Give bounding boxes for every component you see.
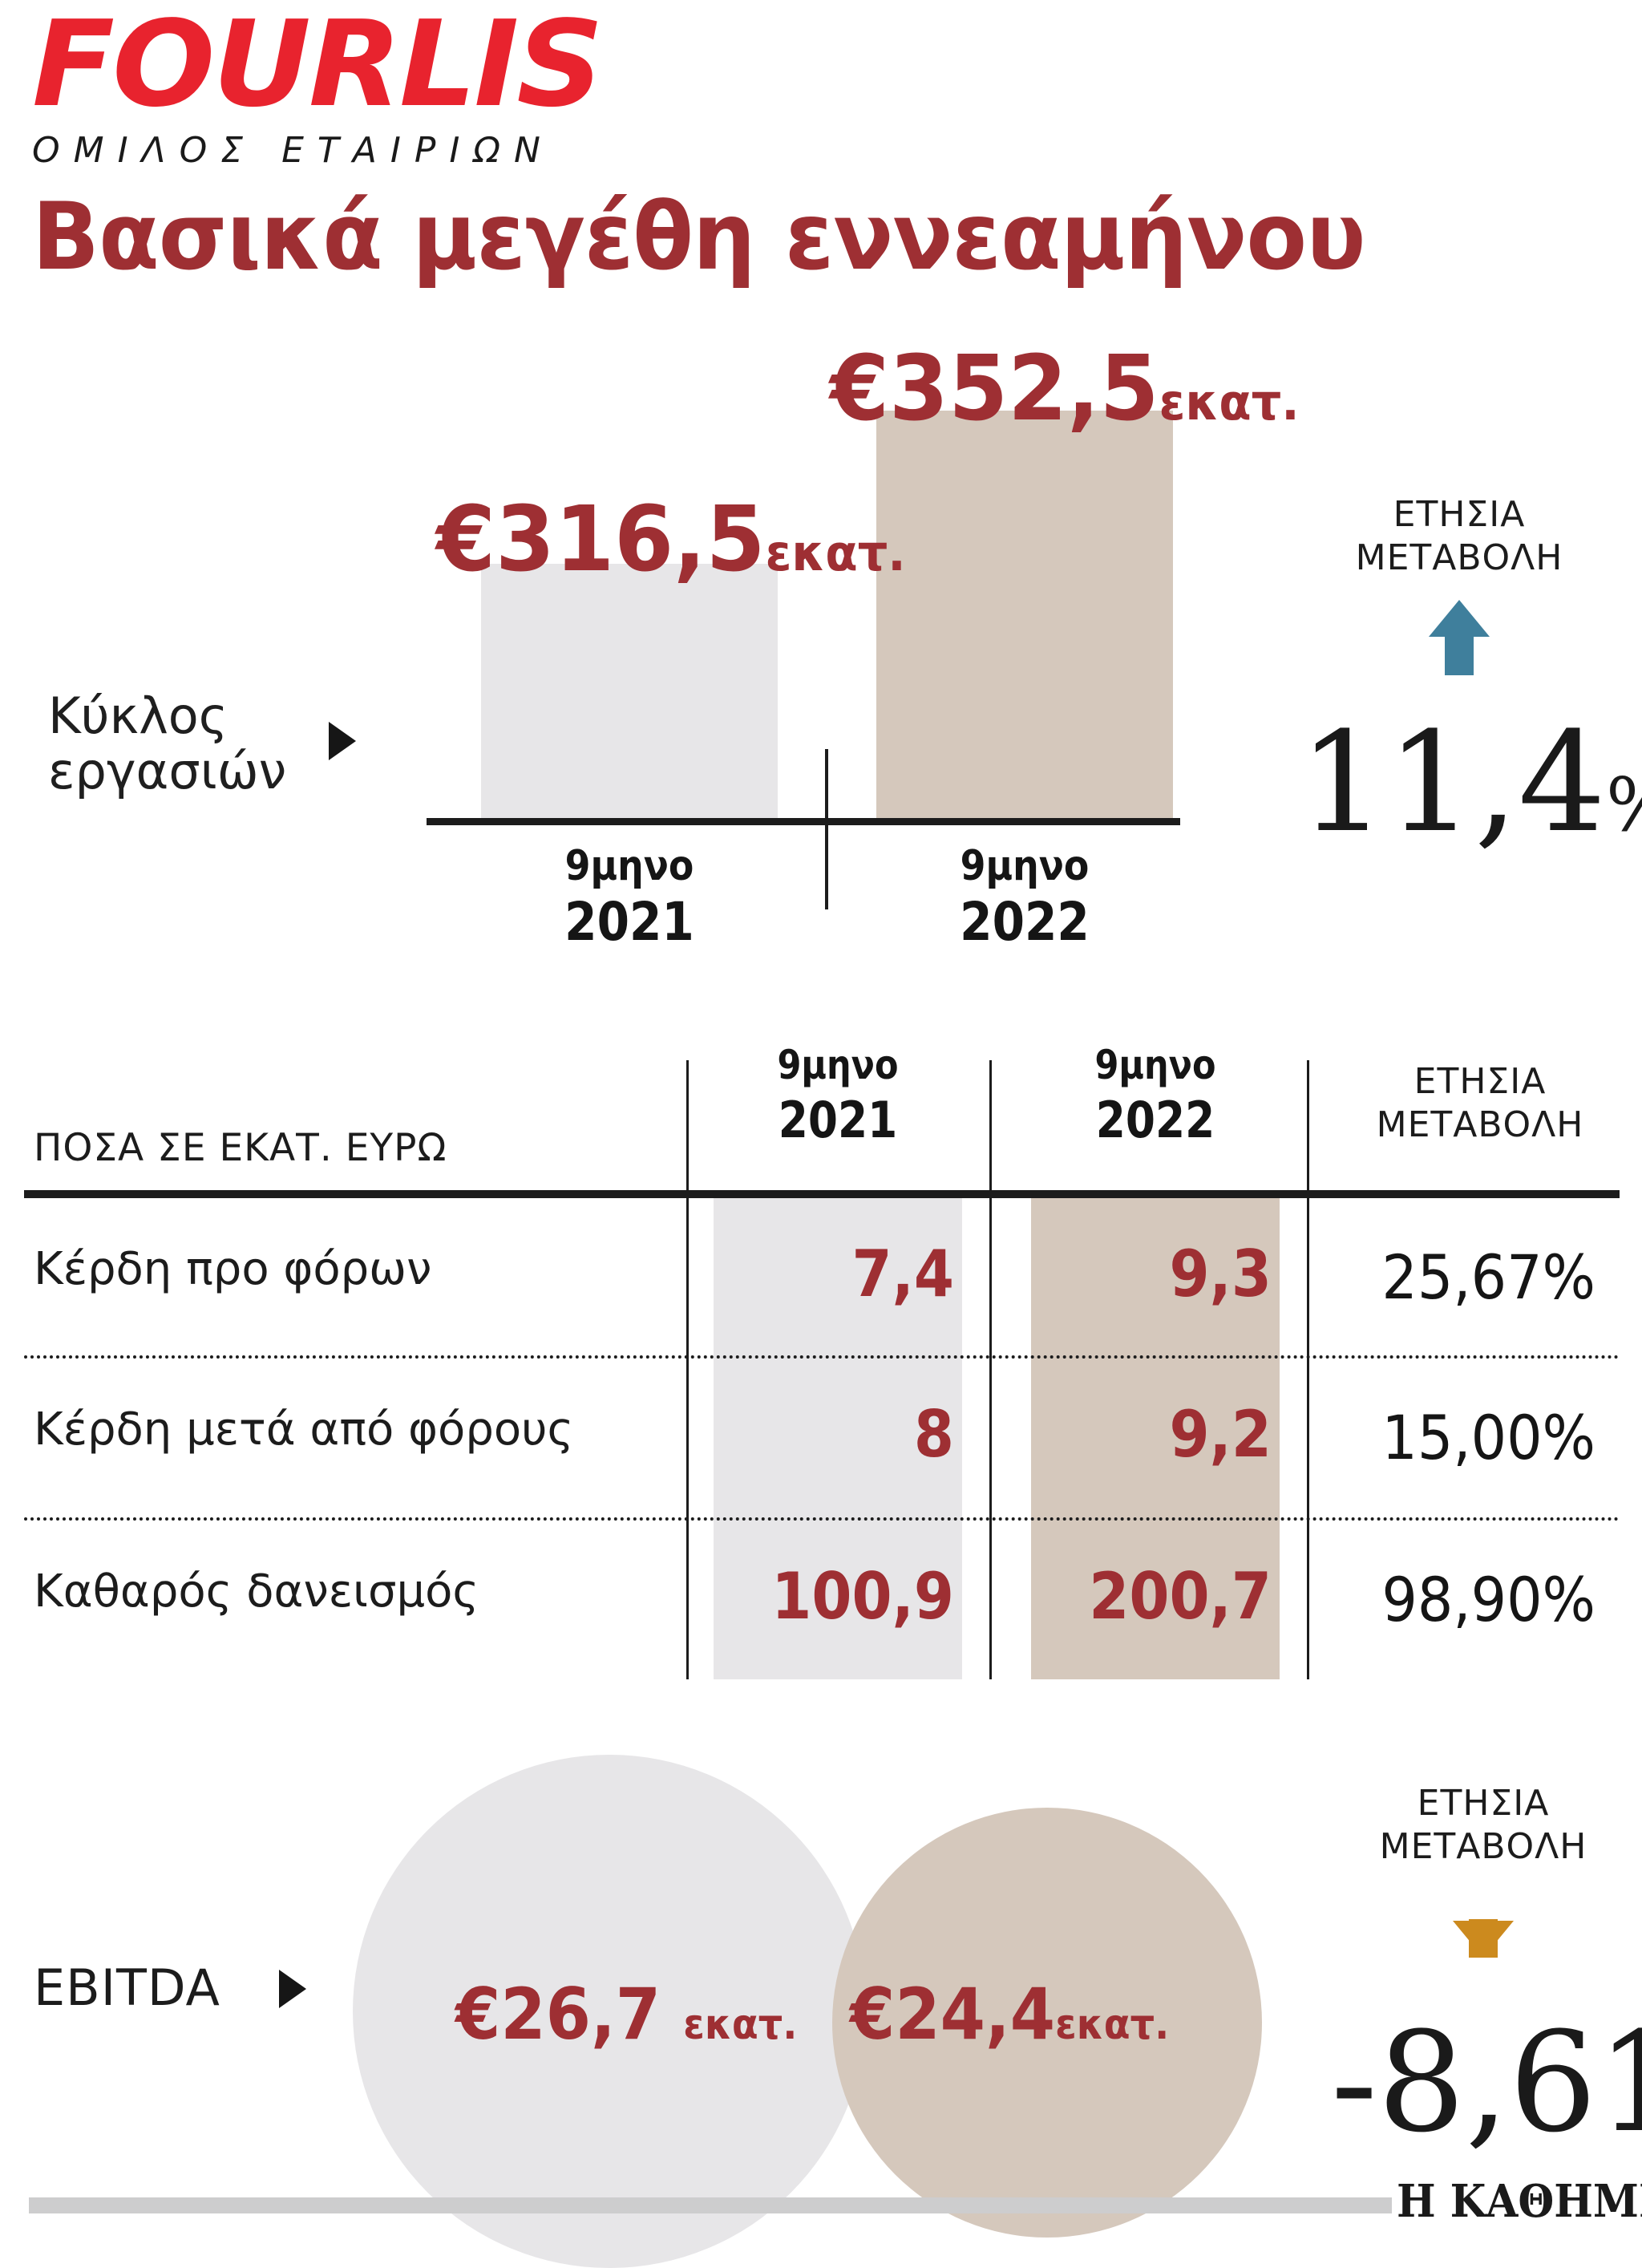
table-header-2021-period: 9μηνο	[777, 1042, 899, 1088]
table-row: Κέρδη προ φόρων 7,4 9,3 25,67%	[0, 1198, 1642, 1359]
table-header-change-line1: ΕΤΗΣΙΑ	[1413, 1061, 1547, 1102]
ebitda-change-label-line2: ΜΕΤΑΒΟΛΗ	[1379, 1825, 1587, 1867]
table-cell-change: 15,00%	[1381, 1402, 1595, 1473]
revenue-annual-change: ΕΤΗΣΙΑ ΜΕΤΑΒΟΛΗ 11,4%	[1299, 493, 1642, 852]
revenue-bar-chart: Κύκλος εργασιών €316,5εκατ. €352,5εκατ. …	[0, 337, 1642, 962]
ebitda-value-2021-amount: €26,7	[455, 1973, 661, 2055]
logo-wordmark: FOURLIS	[32, 0, 604, 133]
revenue-label-line1: Κύκλος	[48, 686, 229, 745]
ebitda-bubble-chart: EBITDA €26,7 εκατ. €24,4εκατ. ΕΤΗΣΙΑ ΜΕΤ…	[0, 1700, 1642, 2268]
ebitda-change-label-line1: ΕΤΗΣΙΑ	[1417, 1783, 1550, 1824]
bar-value-2022-amount: €352,5	[830, 337, 1159, 441]
financials-table: ΠΟΣΑ ΣΕ ΕΚΑΤ. ΕΥΡΩ 9μηνο 2021 9μηνο 2022…	[0, 1027, 1642, 1732]
table-header-change-line2: ΜΕΤΑΒΟΛΗ	[1376, 1104, 1584, 1145]
chart-divider	[825, 749, 828, 909]
table-vertical-rule-1	[686, 1060, 689, 1679]
revenue-label-line2: εργασιών	[48, 742, 287, 801]
table-header-units: ΠΟΣΑ ΣΕ ΕΚΑΤ. ΕΥΡΩ	[34, 1126, 447, 1170]
revenue-change-number: 11,4	[1299, 702, 1606, 864]
table-cell-2022: 9,2	[1169, 1397, 1272, 1472]
publisher-brand: Η ΚΑΘΗΜΕΡΙΝΗ	[1397, 2175, 1642, 2228]
axis-category-2021: 9μηνο 2021	[499, 842, 760, 954]
footer-rule	[29, 2197, 1392, 2213]
table-cell-2022: 200,7	[1089, 1559, 1272, 1634]
bar-value-2022-unit: εκατ.	[1159, 373, 1300, 431]
table-row: Κέρδη μετά από φόρους 8 9,2 15,00%	[0, 1359, 1642, 1519]
chart-baseline	[427, 818, 1180, 825]
triangle-right-icon	[279, 1970, 306, 2008]
revenue-change-label-line1: ΕΤΗΣΙΑ	[1393, 494, 1526, 535]
axis-period-2022: 9μηνο	[960, 842, 1090, 890]
triangle-right-icon	[329, 722, 356, 760]
percent-sign: %	[1606, 762, 1642, 848]
table-cell-2021: 8	[913, 1397, 954, 1472]
table-row-label: Κέρδη μετά από φόρους	[34, 1403, 574, 1456]
logo-subtitle: ΟΜΙΛΟΣ ΕΤΑΙΡΙΩΝ	[32, 130, 554, 171]
table-cell-change: 98,90%	[1381, 1564, 1595, 1635]
table-row-label: Καθαρός δανεισμός	[34, 1565, 479, 1618]
table-cell-2022: 9,3	[1169, 1237, 1272, 1311]
table-header-change: ΕΤΗΣΙΑ ΜΕΤΑΒΟΛΗ	[1336, 1060, 1624, 1146]
table-vertical-rule-3	[1307, 1060, 1309, 1679]
axis-year-2022: 2022	[960, 891, 1090, 954]
column-band-2022	[1031, 1198, 1280, 1679]
table-header-2021: 9μηνο 2021	[724, 1041, 952, 1151]
table-cell-2021: 100,9	[771, 1559, 954, 1634]
ebitda-value-2022-unit: εκατ.	[1055, 2001, 1170, 2049]
revenue-section-label: Κύκλος εργασιών	[48, 688, 337, 800]
revenue-change-label-line2: ΜΕΤΑΒΟΛΗ	[1355, 537, 1563, 578]
table-header-2022: 9μηνο 2022	[1041, 1041, 1269, 1151]
bar-value-2021: €316,5εκατ.	[436, 488, 906, 592]
ebitda-value-2022: €24,4εκατ.	[850, 1973, 1169, 2055]
ebitda-value-2022-amount: €24,4	[850, 1973, 1056, 2055]
ebitda-value-2021-unit: εκατ.	[683, 2001, 798, 2049]
table-row: Καθαρός δανεισμός 100,9 200,7 98,90%	[0, 1521, 1642, 1681]
fourlis-logo: FOURLIS ΟΜΙΛΟΣ ΕΤΑΙΡΙΩΝ	[32, 5, 802, 173]
ebitda-circle-2021	[353, 1755, 866, 2268]
ebitda-change-value: -8,61%	[1331, 2014, 1642, 2152]
ebitda-value-2021: €26,7 εκατ.	[455, 1973, 797, 2055]
footer: Η ΚΑΘΗΜΕΡΙΝΗ	[0, 2175, 1642, 2249]
table-row-label: Κέρδη προ φόρων	[34, 1243, 432, 1295]
ebitda-change-label: ΕΤΗΣΙΑ ΜΕΤΑΒΟΛΗ	[1331, 1782, 1636, 1868]
table-header-rule	[24, 1190, 1620, 1198]
axis-category-2022: 9μηνο 2022	[894, 842, 1155, 954]
table-row-separator	[24, 1355, 1620, 1359]
table-cell-2021: 7,4	[851, 1237, 954, 1311]
column-band-2021	[714, 1198, 962, 1679]
ebitda-circle-2022	[832, 1808, 1262, 2238]
table-header-2022-period: 9μηνο	[1094, 1042, 1216, 1088]
bar-2021	[481, 564, 778, 820]
bar-value-2021-unit: εκατ.	[765, 524, 906, 582]
bar-value-2022: €352,5εκατ.	[830, 337, 1300, 441]
axis-year-2021: 2021	[564, 891, 694, 954]
table-vertical-rule-2	[989, 1060, 992, 1679]
ebitda-annual-change: ΕΤΗΣΙΑ ΜΕΤΑΒΟΛΗ -8,61%	[1331, 1782, 1642, 2152]
revenue-change-label: ΕΤΗΣΙΑ ΜΕΤΑΒΟΛΗ	[1299, 493, 1620, 579]
ebitda-change-number: -8,61	[1331, 2002, 1642, 2164]
bar-2022	[876, 411, 1173, 820]
ebitda-section-label: EBITDA	[34, 1958, 220, 2017]
bar-value-2021-amount: €316,5	[436, 488, 766, 592]
table-header-2021-year: 2021	[778, 1091, 898, 1149]
arrow-up-icon	[1429, 600, 1490, 676]
axis-period-2021: 9μηνο	[564, 842, 694, 890]
page-title: Βασικά μεγέθη εννεαμήνου	[32, 183, 1366, 291]
arrow-down-icon	[1453, 1919, 1514, 1958]
table-cell-change: 25,67%	[1381, 1241, 1595, 1313]
table-row-separator	[24, 1517, 1620, 1521]
revenue-change-value: 11,4%	[1299, 714, 1642, 852]
table-header-2022-year: 2022	[1095, 1091, 1215, 1149]
